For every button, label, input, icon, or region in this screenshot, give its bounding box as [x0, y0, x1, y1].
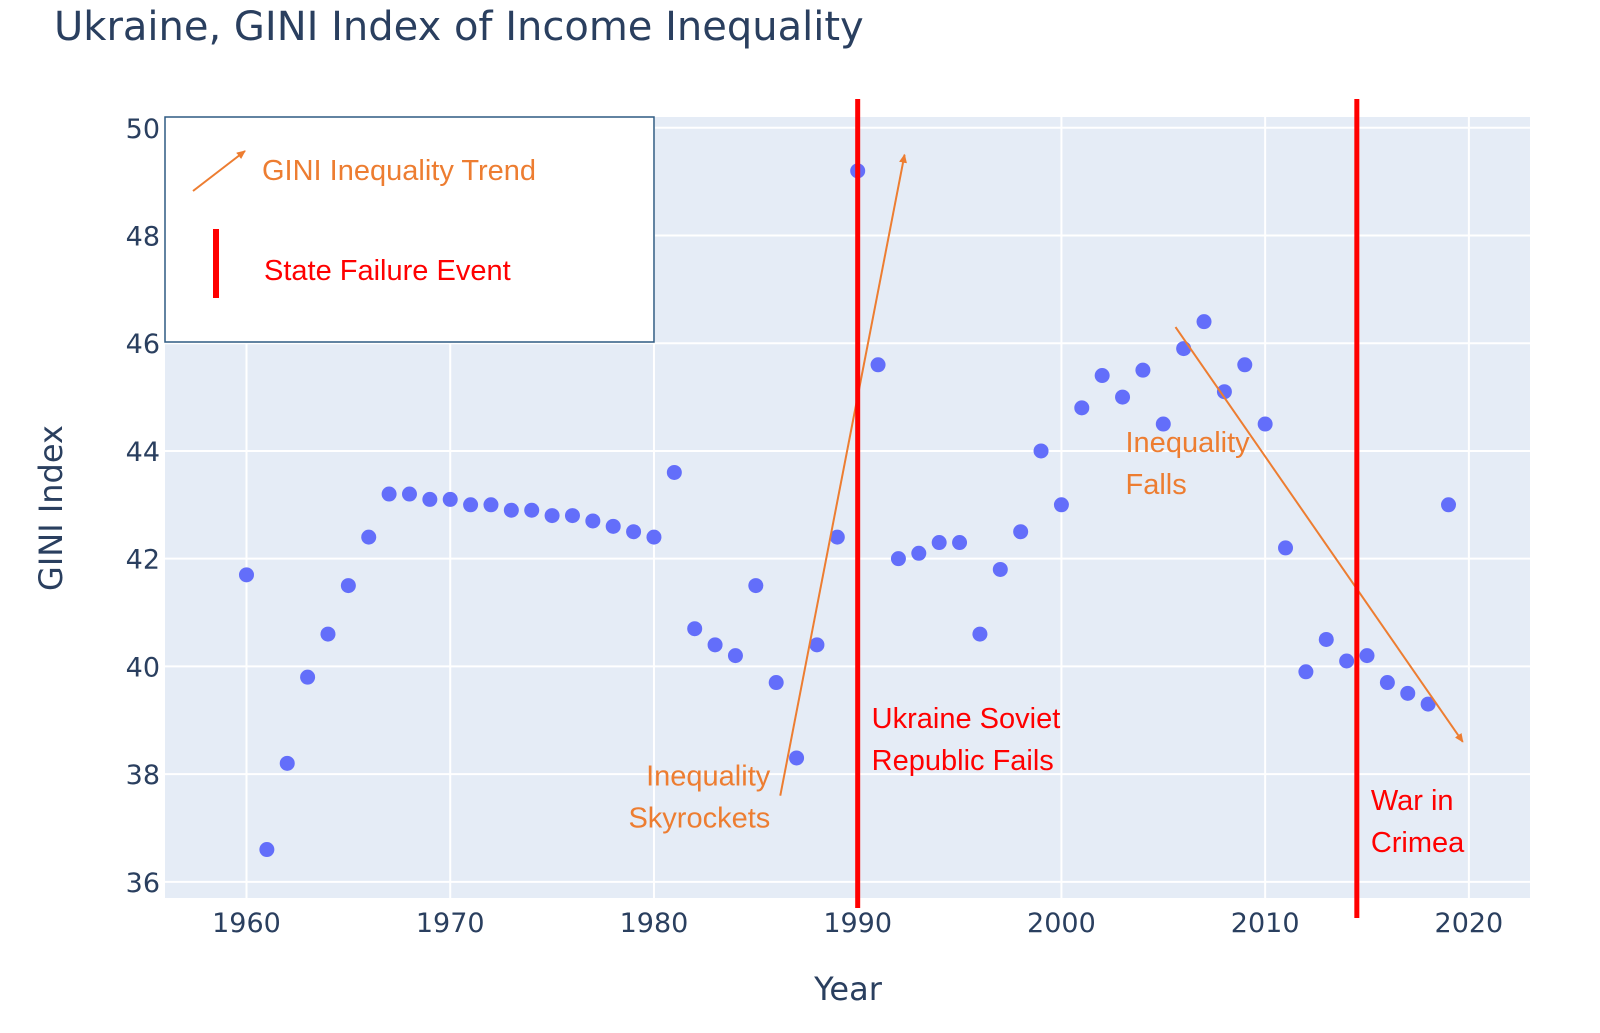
legend-frame — [164, 116, 655, 343]
data-point — [279, 755, 295, 771]
x-tick-label: 1970 — [416, 908, 485, 939]
data-point — [626, 524, 642, 540]
data-point — [911, 545, 927, 561]
y-axis-label: GINI Index — [32, 425, 70, 591]
data-point — [1278, 540, 1294, 556]
data-point — [829, 529, 845, 545]
event-lines: Ukraine Soviet Republic Fails War in Crimea — [855, 99, 1465, 918]
data-points — [238, 163, 1457, 858]
data-point — [1135, 362, 1151, 378]
y-tick-label: 48 — [126, 221, 160, 252]
data-point — [1196, 314, 1212, 330]
data-point — [992, 561, 1008, 577]
data-point — [727, 648, 743, 664]
data-point — [422, 491, 438, 507]
data-point — [1155, 416, 1171, 432]
data-point — [1094, 368, 1110, 384]
y-tick-label: 36 — [126, 868, 160, 899]
data-point — [1237, 357, 1253, 373]
y-tick-label: 40 — [126, 652, 160, 683]
data-point — [890, 551, 906, 567]
data-point — [605, 518, 621, 534]
x-tick-label: 2010 — [1231, 908, 1300, 939]
data-point — [1379, 675, 1395, 691]
trend-annotation: Skyrockets — [628, 803, 770, 835]
x-axis-label: Year — [813, 970, 883, 1008]
data-point — [1400, 685, 1416, 701]
data-point — [870, 357, 886, 373]
trend-annotation: Falls — [1126, 469, 1187, 501]
data-point — [1033, 443, 1049, 459]
data-point — [1298, 664, 1314, 680]
data-point — [361, 529, 377, 545]
data-point — [524, 502, 540, 518]
legend-event-label: State Failure Event — [264, 255, 511, 287]
legend: GINI Inequality Trend State Failure Even… — [164, 116, 655, 343]
data-point — [1339, 653, 1355, 669]
data-point — [707, 637, 723, 653]
y-tick-label: 42 — [126, 545, 160, 576]
data-point — [1257, 416, 1273, 432]
y-tick-label: 44 — [126, 437, 160, 468]
data-point — [544, 508, 560, 524]
data-point — [463, 497, 479, 513]
data-point — [1420, 696, 1436, 712]
legend-trend-label: GINI Inequality Trend — [262, 155, 536, 187]
data-point — [748, 578, 764, 594]
chart-title: Ukraine, GINI Index of Income Inequality — [54, 4, 864, 50]
data-point — [789, 750, 805, 766]
legend-trend-arrow-icon — [192, 150, 246, 192]
data-point — [259, 842, 275, 858]
data-point — [1115, 389, 1131, 405]
data-point — [1074, 400, 1090, 416]
data-point — [300, 669, 316, 685]
data-point — [972, 626, 988, 642]
data-point — [687, 621, 703, 637]
x-tick-label: 2000 — [1027, 908, 1096, 939]
data-point — [238, 567, 254, 583]
event-annotation: Republic Fails — [872, 745, 1054, 777]
trend-arrows: Inequality Skyrockets Inequality Falls — [628, 153, 1464, 835]
trend-arrow — [779, 153, 907, 796]
data-point — [564, 508, 580, 524]
data-point — [442, 491, 458, 507]
data-point — [483, 497, 499, 513]
event-annotation: War in — [1371, 785, 1454, 817]
trend-annotation: Inequality — [1126, 427, 1251, 459]
trend-arrow — [1174, 326, 1464, 743]
data-point — [646, 529, 662, 545]
data-point — [320, 626, 336, 642]
data-point — [666, 464, 682, 480]
data-point — [1013, 524, 1029, 540]
data-point — [585, 513, 601, 529]
event-annotation: Ukraine Soviet — [872, 703, 1061, 735]
legend-event-bar-icon — [213, 229, 219, 298]
y-tick-label: 46 — [126, 329, 160, 360]
x-tick-label: 1990 — [823, 908, 892, 939]
data-point — [1053, 497, 1069, 513]
x-tick-label: 1980 — [620, 908, 689, 939]
data-point — [503, 502, 519, 518]
data-point — [768, 675, 784, 691]
data-point — [401, 486, 417, 502]
data-point — [381, 486, 397, 502]
data-point — [1441, 497, 1457, 513]
trend-annotation: Inequality — [646, 761, 771, 793]
data-point — [1216, 384, 1232, 400]
data-point — [1359, 648, 1375, 664]
x-axis-ticks: 1960 1970 1980 1990 2000 2010 2020 — [212, 908, 1503, 939]
x-tick-label: 1960 — [212, 908, 281, 939]
data-point — [931, 535, 947, 551]
data-point — [952, 535, 968, 551]
y-tick-label: 50 — [126, 114, 160, 145]
data-point — [1176, 341, 1192, 357]
y-tick-label: 38 — [126, 760, 160, 791]
data-point — [809, 637, 825, 653]
data-point — [340, 578, 356, 594]
data-point — [1318, 631, 1334, 647]
x-tick-label: 2020 — [1435, 908, 1504, 939]
event-annotation: Crimea — [1371, 827, 1465, 859]
y-axis-ticks: 36 38 40 42 44 46 48 50 — [126, 114, 160, 899]
